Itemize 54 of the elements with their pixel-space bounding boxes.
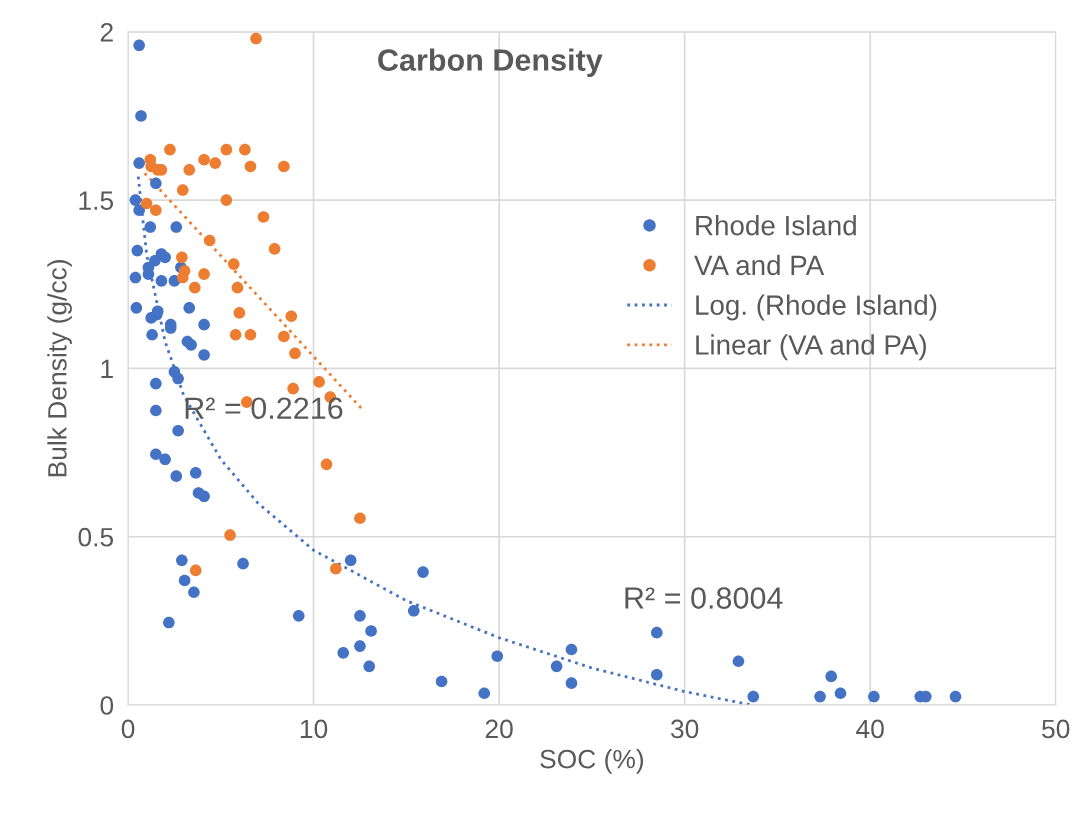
point bbox=[224, 529, 236, 541]
x-tick-label: 40 bbox=[856, 719, 884, 739]
y-tick-label: 1.5 bbox=[79, 191, 114, 210]
point bbox=[313, 376, 325, 388]
point bbox=[233, 307, 246, 319]
point bbox=[278, 330, 290, 343]
point bbox=[198, 268, 210, 280]
annotation: R² = 0.8004 bbox=[625, 587, 783, 609]
y-tick-label: 0.5 bbox=[78, 527, 114, 547]
point bbox=[278, 160, 290, 173]
x-tick-label: 30 bbox=[670, 719, 699, 739]
point bbox=[354, 512, 366, 525]
point bbox=[183, 164, 196, 176]
point bbox=[287, 382, 299, 395]
legend-label: Rhode Island bbox=[696, 215, 856, 236]
point bbox=[150, 204, 162, 217]
point bbox=[198, 153, 210, 166]
x-axis-title: SOC (%) bbox=[540, 749, 644, 774]
point bbox=[229, 328, 242, 341]
point bbox=[176, 251, 188, 264]
point bbox=[289, 347, 301, 360]
y-axis-title: Bulk Density (g/cc) bbox=[47, 260, 72, 477]
point bbox=[164, 143, 176, 156]
annotation: R² = 0.2216 bbox=[185, 397, 343, 420]
x-tick-label: 10 bbox=[300, 719, 328, 739]
point bbox=[176, 184, 189, 196]
x-tick-label: 20 bbox=[485, 719, 513, 739]
point bbox=[257, 211, 270, 223]
point bbox=[203, 234, 216, 247]
point bbox=[209, 157, 222, 169]
point bbox=[227, 258, 240, 270]
x-tick-label: 0 bbox=[121, 719, 135, 739]
point bbox=[250, 32, 262, 45]
point bbox=[285, 310, 298, 323]
point bbox=[239, 143, 251, 156]
point bbox=[140, 197, 153, 210]
y-tick-label: 0 bbox=[100, 696, 114, 715]
point bbox=[330, 562, 342, 575]
legend-label: VA and PA bbox=[694, 254, 825, 276]
point bbox=[220, 194, 233, 206]
point bbox=[189, 281, 201, 294]
point bbox=[231, 281, 244, 294]
y-tick-label: 2 bbox=[100, 22, 113, 42]
point bbox=[189, 564, 202, 577]
x-tick-label: 50 bbox=[1042, 719, 1070, 739]
legend-label: Log. (Rhode Island) bbox=[696, 294, 937, 321]
point bbox=[244, 328, 257, 341]
point bbox=[220, 143, 233, 156]
text: Carbon Density bbox=[378, 48, 603, 77]
legend-label: Linear (VA and PA) bbox=[696, 334, 926, 361]
point bbox=[244, 160, 257, 173]
point bbox=[268, 243, 281, 255]
point bbox=[320, 458, 333, 471]
y-tick-label: 1 bbox=[101, 359, 113, 378]
